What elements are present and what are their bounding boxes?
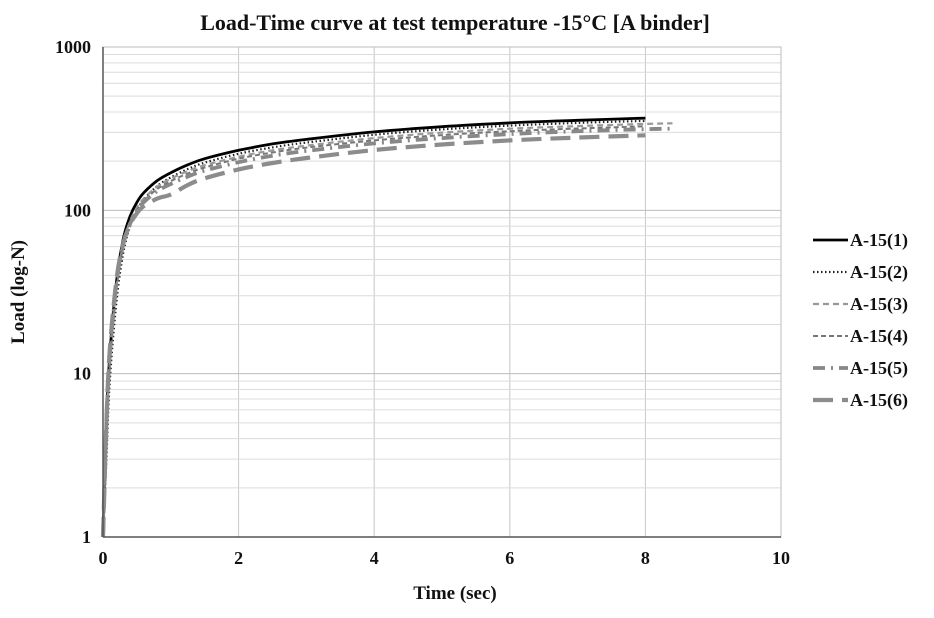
y-tick-label: 1000 [55,37,91,57]
x-axis-title: Time (sec) [413,583,497,604]
y-tick-labels: 1 10 100 1000 [55,37,91,547]
x-tick-label: 8 [641,548,650,568]
x-tick-label: 0 [99,548,108,568]
legend-label: A-15(6) [850,390,908,411]
grid [103,46,782,537]
legend-label: A-15(2) [850,262,908,283]
series-line-5 [101,126,673,538]
y-axis-title: Load (log-N) [8,240,29,344]
legend-label: A-15(5) [850,358,908,379]
plot-area [102,46,782,538]
legend-label: A-15(3) [850,294,908,315]
y-tick-label: 100 [64,200,91,220]
series-line-6 [100,133,646,538]
legend: A-15(1) A-15(2) A-15(3) A-15(4) A-15(5) A-15(… [813,230,908,411]
legend-label: A-15(1) [850,230,908,251]
x-tick-label: 10 [772,548,790,568]
series-line-2 [101,119,646,538]
x-tick-labels: 0 2 4 6 8 10 [99,548,791,568]
x-tick-label: 2 [234,548,243,568]
y-tick-label: 1 [82,527,91,547]
legend-label: A-15(4) [850,326,908,347]
x-tick-label: 6 [505,548,514,568]
y-tick-label: 10 [73,364,91,384]
series-group [100,116,673,538]
chart-title: Load-Time curve at test temperature -15°… [200,10,710,35]
x-tick-label: 4 [370,548,379,568]
